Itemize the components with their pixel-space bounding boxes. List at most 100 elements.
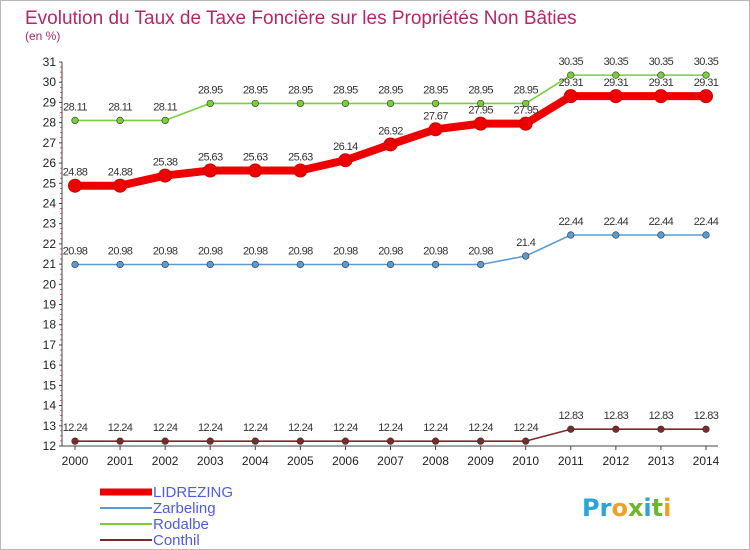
data-label-rodalbe-2006: 28.95 (333, 84, 358, 96)
y-tick-label-24: 24 (43, 196, 57, 210)
data-label-conthil-2009: 12.24 (468, 422, 493, 434)
data-label-zarbeling-2011: 22.44 (559, 216, 584, 228)
point-lidrezing-2009 (473, 116, 488, 131)
data-label-conthil-2012: 12.83 (604, 410, 629, 422)
data-label-rodalbe-2008: 28.95 (423, 84, 448, 96)
point-rodalbe-2010 (522, 99, 530, 108)
data-label-lidrezing-2004: 25.63 (243, 152, 268, 164)
data-label-rodalbe-2010: 28.95 (513, 84, 538, 96)
y-tick-label-29: 29 (43, 95, 57, 109)
point-zarbeling-2014 (702, 231, 710, 239)
data-label-zarbeling-2012: 22.44 (604, 216, 629, 228)
legend-item-conthil: Conthil (100, 532, 200, 549)
chart-title: Evolution du Taux de Taxe Foncière sur l… (25, 8, 577, 29)
data-label-conthil-2003: 12.24 (198, 422, 223, 434)
data-label-rodalbe-2000: 28.11 (63, 101, 87, 113)
y-tick-label-23: 23 (43, 217, 57, 231)
point-lidrezing-2004 (248, 163, 263, 178)
legend-label-zarbeling: Zarbeling (153, 500, 216, 517)
point-conthil-2008 (431, 437, 440, 445)
data-label-zarbeling-2003: 20.98 (198, 246, 223, 258)
data-label-lidrezing-2003: 25.63 (198, 152, 223, 164)
point-rodalbe-2012 (612, 71, 620, 79)
data-label-zarbeling-2004: 20.98 (243, 246, 268, 258)
data-label-zarbeling-2001: 20.98 (108, 246, 133, 258)
data-label-lidrezing-2001: 24.88 (108, 167, 133, 179)
point-lidrezing-2003 (203, 163, 218, 178)
point-conthil-2005 (296, 437, 304, 445)
legend-item-lidrezing: LIDREZING (100, 484, 233, 501)
y-tick-label-16: 16 (43, 358, 57, 372)
x-tick-label-2009: 2009 (467, 454, 494, 468)
x-tick-label-2010: 2010 (512, 454, 539, 468)
x-tick-label-2007: 2007 (377, 454, 404, 468)
x-tick-label-2014: 2014 (693, 454, 720, 468)
y-tick-label-21: 21 (43, 257, 57, 271)
y-tick-label-14: 14 (43, 399, 57, 413)
legend-item-zarbeling: Zarbeling (100, 500, 216, 517)
data-label-conthil-2006: 12.24 (333, 422, 358, 434)
point-rodalbe-2014 (702, 71, 710, 79)
series-rodalbe (71, 71, 710, 125)
point-lidrezing-2014 (699, 89, 713, 104)
point-lidrezing-2013 (653, 89, 668, 104)
point-rodalbe-2000 (71, 116, 79, 125)
series-conthil (71, 425, 710, 445)
data-label-zarbeling-2007: 20.98 (378, 246, 403, 258)
data-label-rodalbe-2003: 28.95 (198, 84, 223, 96)
logo-letter: i (663, 494, 671, 522)
point-conthil-2012 (612, 425, 620, 433)
data-label-conthil-2011: 12.83 (559, 410, 584, 422)
logo-letter: t (652, 494, 663, 522)
point-conthil-2003 (206, 437, 214, 445)
point-lidrezing-2006 (338, 153, 353, 168)
logo-letter: i (643, 494, 651, 522)
x-tick-label-2001: 2001 (107, 454, 134, 468)
x-tick-label-2004: 2004 (242, 454, 269, 468)
point-rodalbe-2005 (296, 99, 304, 108)
point-conthil-2007 (386, 437, 395, 445)
data-label-rodalbe-2009: 28.95 (468, 84, 493, 96)
point-zarbeling-2005 (296, 260, 304, 269)
point-rodalbe-2009 (477, 99, 485, 108)
point-conthil-2000 (71, 437, 79, 445)
data-label-lidrezing-2002: 25.38 (153, 157, 178, 169)
point-zarbeling-2001 (116, 260, 124, 269)
data-label-conthil-2004: 12.24 (243, 422, 268, 434)
data-label-zarbeling-2008: 20.98 (423, 246, 448, 258)
legend: LIDREZING Zarbeling Rodalbe Conthil (100, 484, 233, 549)
y-tick-label-18: 18 (43, 318, 57, 332)
point-conthil-2011 (567, 425, 575, 433)
y-tick-label-12: 12 (43, 439, 57, 453)
point-zarbeling-2004 (251, 260, 259, 269)
point-rodalbe-2001 (116, 116, 124, 125)
point-conthil-2002 (161, 437, 169, 445)
data-label-conthil-2002: 12.24 (153, 422, 178, 434)
data-label-rodalbe-2005: 28.95 (288, 84, 313, 96)
point-lidrezing-2012 (608, 89, 623, 104)
data-label-rodalbe-2012: 30.35 (604, 56, 629, 68)
chart-subtitle: (en %) (25, 29, 60, 43)
x-tick-label-2013: 2013 (648, 454, 675, 468)
data-label-conthil-2005: 12.24 (288, 422, 313, 434)
logo-letter: r (600, 494, 612, 522)
point-conthil-2006 (341, 437, 350, 445)
point-conthil-2010 (522, 437, 530, 445)
point-lidrezing-2005 (293, 163, 308, 178)
data-label-lidrezing-2007: 26.92 (378, 125, 403, 137)
point-lidrezing-2010 (518, 116, 533, 131)
data-label-zarbeling-2000: 20.98 (63, 246, 88, 258)
point-rodalbe-2013 (657, 71, 665, 79)
data-label-rodalbe-2004: 28.95 (243, 84, 268, 96)
point-zarbeling-2007 (386, 260, 395, 269)
y-tick-label-17: 17 (43, 338, 57, 352)
data-label-conthil-2001: 12.24 (108, 422, 133, 434)
y-tick-label-31: 31 (43, 55, 57, 69)
point-lidrezing-2001 (113, 178, 128, 193)
y-tick-labels: 12 13 14 15 16 17 18 19 20 21 22 23 24 25 26 27 28 29 30 31 (43, 55, 62, 453)
data-label-lidrezing-2014: 29.31 (694, 77, 719, 89)
x-tick-label-2002: 2002 (152, 454, 179, 468)
data-label-conthil-2014: 12.83 (694, 410, 719, 422)
proxiti-logo: Proxiti (582, 494, 671, 522)
